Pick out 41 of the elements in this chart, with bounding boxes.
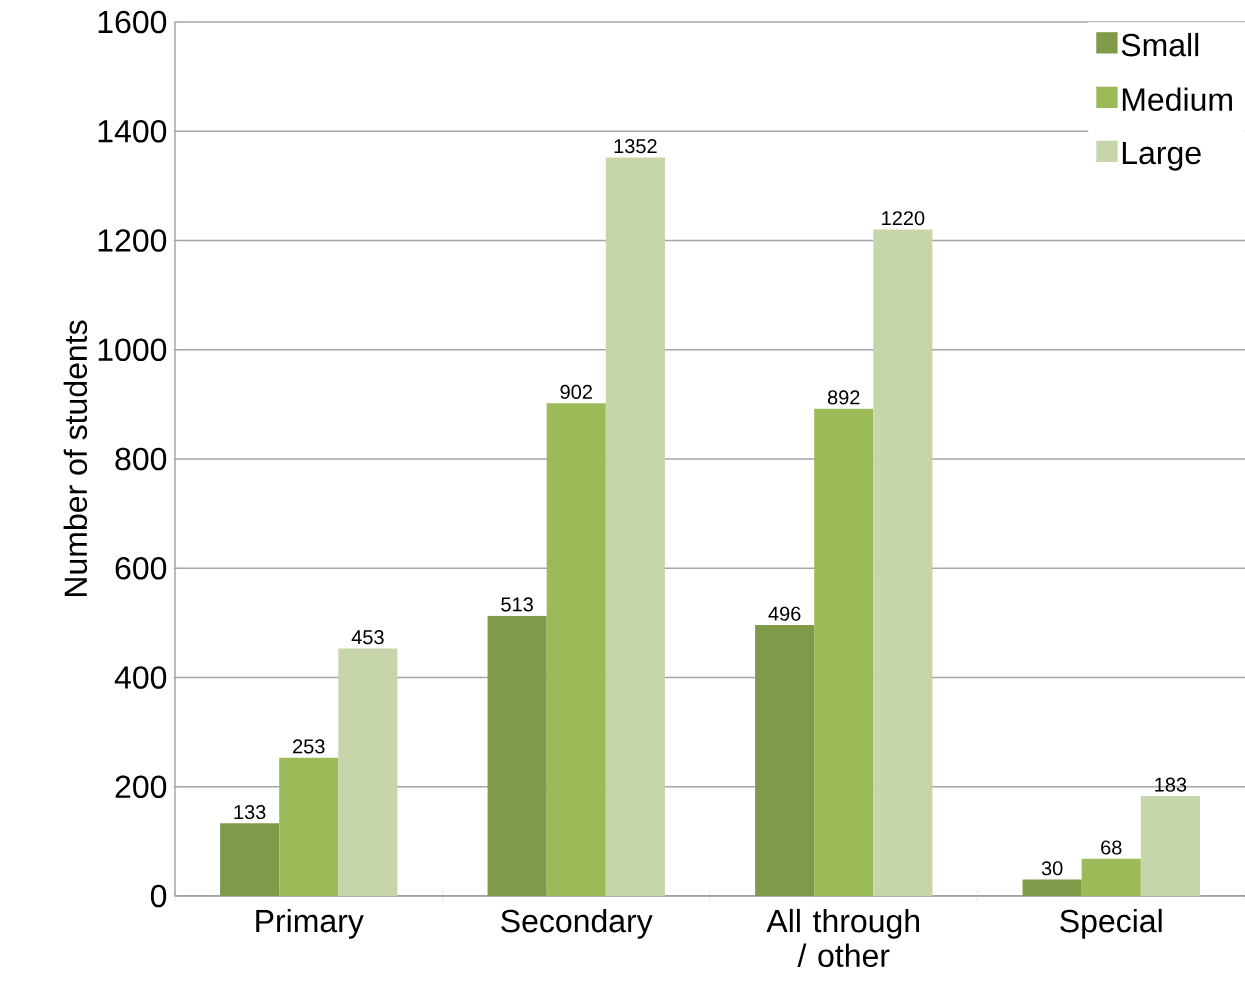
y-tick-label: 800	[115, 447, 167, 471]
bar	[814, 408, 874, 896]
y-tick-label: 1200	[98, 229, 167, 252]
data-label: 496	[768, 606, 801, 621]
bar	[755, 625, 815, 896]
y-tick-label: 400	[114, 666, 167, 689]
y-axis-title: Number of students	[63, 320, 88, 596]
data-label: 892	[827, 390, 860, 405]
data-label: 453	[351, 630, 384, 645]
bar	[1081, 858, 1141, 896]
x-tick-label: Special	[1060, 908, 1162, 939]
bar	[546, 403, 606, 896]
data-label: 30	[1041, 861, 1063, 876]
bar	[605, 157, 665, 896]
data-label: 253	[293, 739, 325, 754]
data-label: 1220	[882, 211, 925, 226]
y-tick-label: 600	[115, 556, 167, 580]
y-tick-label: 200	[115, 775, 167, 799]
bar	[1022, 879, 1082, 896]
y-tick-label: 1600	[98, 10, 167, 34]
y-tick-label: 1400	[98, 119, 167, 143]
bar	[873, 229, 933, 896]
bar	[220, 823, 280, 896]
bar	[279, 757, 339, 896]
data-label: 513	[501, 597, 533, 612]
x-tick-label: Primary	[256, 908, 364, 939]
y-tick-label: 1000	[98, 338, 167, 362]
x-tick-label: All through / other	[766, 908, 920, 968]
data-label: 1352	[614, 139, 657, 154]
bar	[1140, 796, 1200, 896]
bar	[487, 615, 547, 896]
data-label: 902	[560, 384, 592, 399]
data-label: 183	[1155, 777, 1187, 792]
data-label: 68	[1101, 840, 1122, 855]
legend-label: Large	[1122, 141, 1201, 171]
legend-label: Medium	[1122, 87, 1232, 111]
x-tick-label: Secondary	[501, 908, 653, 939]
y-tick-label: 0	[150, 884, 167, 908]
data-label: 133	[234, 804, 266, 820]
legend-label: Small	[1121, 32, 1199, 57]
bar	[338, 648, 398, 896]
